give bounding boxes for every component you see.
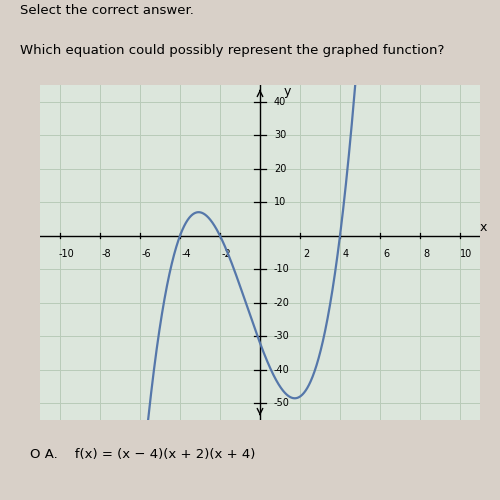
Text: -4: -4 (181, 249, 191, 259)
Text: -50: -50 (274, 398, 290, 408)
Text: -30: -30 (274, 331, 290, 341)
Text: 2: 2 (303, 249, 309, 259)
Text: 40: 40 (274, 96, 286, 106)
Text: x: x (480, 221, 488, 234)
Text: -20: -20 (274, 298, 290, 308)
Text: y: y (284, 85, 292, 98)
Text: 4: 4 (343, 249, 349, 259)
Text: -10: -10 (58, 249, 74, 259)
Text: 8: 8 (423, 249, 429, 259)
Text: 30: 30 (274, 130, 286, 140)
Text: -2: -2 (221, 249, 231, 259)
Text: 10: 10 (460, 249, 472, 259)
Text: Select the correct answer.: Select the correct answer. (20, 4, 194, 17)
Text: 6: 6 (383, 249, 389, 259)
Text: -10: -10 (274, 264, 290, 274)
Text: 10: 10 (274, 197, 286, 207)
Text: -8: -8 (101, 249, 111, 259)
Text: -6: -6 (141, 249, 151, 259)
Text: 20: 20 (274, 164, 286, 173)
Text: Which equation could possibly represent the graphed function?: Which equation could possibly represent … (20, 44, 444, 57)
Text: -40: -40 (274, 364, 290, 375)
Text: O A.    f(x) = (x − 4)(x + 2)(x + 4): O A. f(x) = (x − 4)(x + 2)(x + 4) (30, 448, 256, 461)
